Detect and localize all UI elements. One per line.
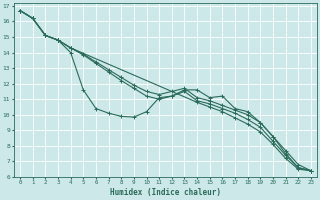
X-axis label: Humidex (Indice chaleur): Humidex (Indice chaleur): [110, 188, 221, 197]
